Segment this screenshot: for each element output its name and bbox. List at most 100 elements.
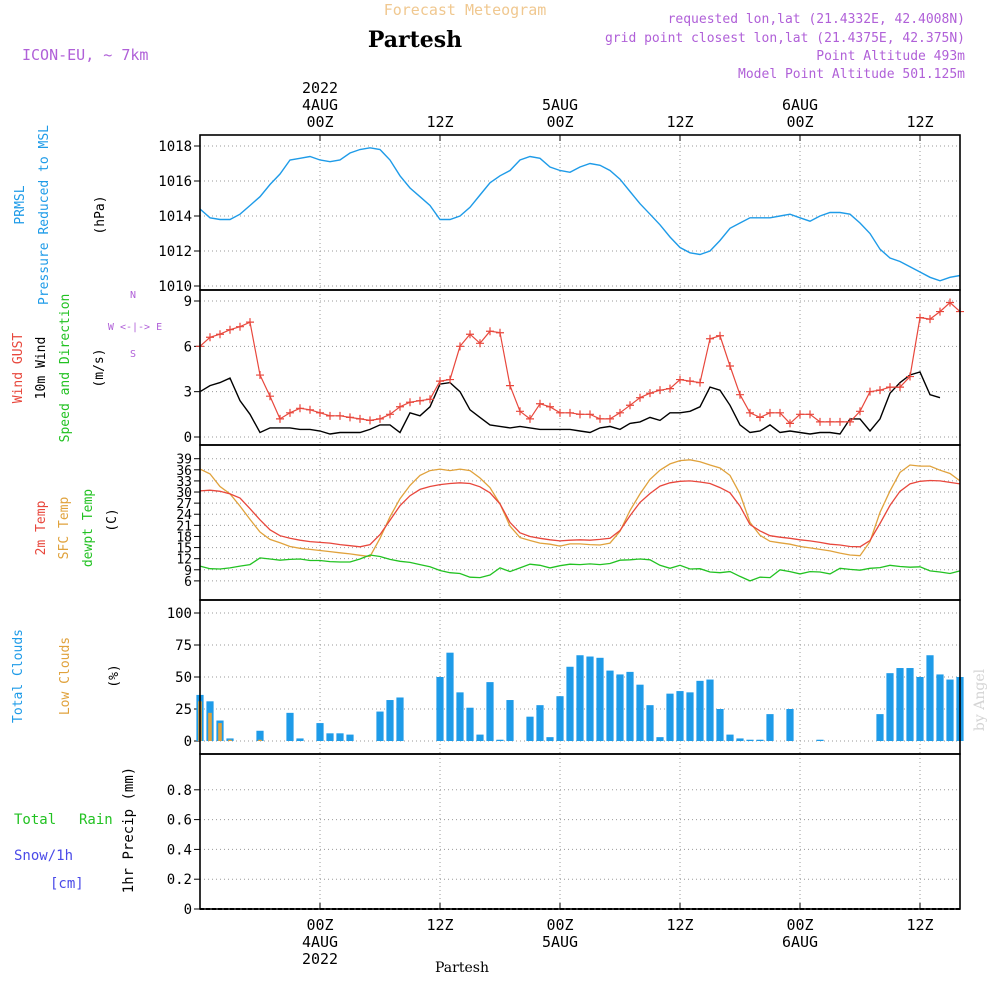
temp-y-tick-label: 39 bbox=[176, 453, 192, 468]
gust-point bbox=[346, 413, 354, 422]
temp2m-series-line bbox=[199, 479, 961, 548]
gust-point bbox=[806, 410, 814, 419]
total-clouds-bar bbox=[526, 716, 534, 741]
low-clouds-bar bbox=[228, 739, 232, 741]
gust-point bbox=[756, 413, 764, 422]
total-clouds-bar bbox=[696, 680, 704, 741]
gust-point bbox=[816, 417, 824, 426]
pressure-y-tick-label: 1018 bbox=[158, 139, 192, 155]
gust-point bbox=[916, 313, 924, 322]
precip-labels: Total Rain Snow/1h [cm] 1hr Precip (mm) bbox=[14, 767, 137, 893]
grid-point-coords: grid point closest lon,lat (21.4375E, 42… bbox=[605, 31, 965, 46]
total-clouds-label: Total Clouds bbox=[11, 629, 26, 723]
gust-point bbox=[646, 389, 654, 398]
clouds-labels: Total Clouds Low Clouds (%) bbox=[11, 629, 122, 723]
gust-point bbox=[906, 372, 914, 381]
top-time-label: 2022 bbox=[302, 79, 338, 97]
total-clouds-bar bbox=[376, 711, 384, 741]
gust-point bbox=[836, 417, 844, 426]
gust-point bbox=[776, 408, 784, 417]
gust-point bbox=[606, 414, 614, 423]
clouds-y-tick-label: 100 bbox=[167, 606, 192, 622]
ms-unit-label: (m/s) bbox=[92, 348, 107, 387]
precip-y-tick-label: 0.2 bbox=[167, 872, 192, 888]
temp2m-label: 2m Temp bbox=[34, 500, 49, 555]
gust-series-line bbox=[199, 301, 961, 425]
low-clouds-bar bbox=[208, 712, 212, 741]
gust-point bbox=[886, 383, 894, 392]
bottom-time-label: 4AUG bbox=[302, 933, 338, 951]
location-title: Partesh bbox=[368, 27, 462, 53]
total-clouds-bar bbox=[566, 666, 574, 741]
prmsl-series-line bbox=[199, 147, 961, 282]
gust-point bbox=[596, 414, 604, 423]
gust-point bbox=[476, 339, 484, 348]
total-clouds-bar bbox=[766, 714, 774, 741]
top-time-label: 4AUG bbox=[302, 96, 338, 114]
total-clouds-bar bbox=[346, 734, 354, 741]
gust-point bbox=[866, 387, 874, 396]
celsius-unit-label: (C) bbox=[105, 508, 120, 531]
gust-point bbox=[926, 315, 934, 324]
pressure-y-tick-label: 1016 bbox=[158, 174, 192, 190]
total-clouds-bar bbox=[906, 668, 914, 741]
precip-frame bbox=[199, 753, 961, 910]
total-clouds-bar bbox=[536, 705, 544, 741]
temp-labels: 2m Temp SFC Temp dewpt Temp (C) bbox=[34, 489, 120, 567]
gust-point bbox=[466, 330, 474, 339]
total-clouds-bar bbox=[466, 707, 474, 741]
gust-point bbox=[946, 298, 954, 307]
gust-point bbox=[396, 402, 404, 411]
total-clouds-bar bbox=[396, 697, 404, 741]
total-clouds-bar bbox=[326, 733, 334, 741]
clouds-y-tick-label: 75 bbox=[175, 638, 192, 654]
gust-point bbox=[236, 322, 244, 331]
total-clouds-bar bbox=[656, 737, 664, 741]
gust-point bbox=[676, 375, 684, 384]
gust-point bbox=[516, 407, 524, 416]
total-clouds-bar bbox=[706, 679, 714, 741]
gust-point bbox=[336, 411, 344, 420]
precip-grid bbox=[319, 754, 921, 909]
precip-axis-label: 1hr Precip (mm) bbox=[121, 767, 137, 893]
gust-point bbox=[316, 408, 324, 417]
total-clouds-bar bbox=[786, 709, 794, 741]
total-clouds-bar bbox=[716, 709, 724, 741]
temp-y-tick-label: 24 bbox=[176, 508, 192, 523]
total-clouds-bar bbox=[636, 684, 644, 741]
gust-point bbox=[436, 377, 444, 386]
gust-point bbox=[736, 390, 744, 399]
total-clouds-bar bbox=[816, 739, 824, 741]
wind-y-tick-label: 0 bbox=[184, 430, 192, 446]
temp-y-tick-label: 6 bbox=[184, 575, 192, 590]
total-clouds-bar bbox=[496, 739, 504, 741]
gust-point bbox=[496, 328, 504, 337]
total-clouds-bar bbox=[946, 679, 954, 741]
top-time-label: 12Z bbox=[426, 113, 453, 131]
cm-unit-label: [cm] bbox=[50, 876, 84, 892]
wind-y-axis: 0 3 6 9 bbox=[184, 294, 960, 446]
gust-point bbox=[446, 375, 454, 384]
gust-point bbox=[616, 408, 624, 417]
pressure-y-axis: 1010 1012 1014 1016 1018 bbox=[158, 139, 960, 295]
total-clouds-bar bbox=[926, 655, 934, 741]
total-clouds-bar bbox=[256, 730, 264, 741]
gust-point bbox=[626, 401, 634, 410]
precip-y-tick-label: 0.8 bbox=[167, 783, 192, 799]
compass-n: N bbox=[130, 290, 136, 301]
wind-10m-label: 10m Wind bbox=[34, 337, 49, 400]
gust-point bbox=[306, 405, 314, 414]
total-clouds-bar bbox=[646, 705, 654, 741]
total-clouds-bar bbox=[456, 692, 464, 741]
total-clouds-bar bbox=[476, 734, 484, 741]
wind-y-tick-label: 3 bbox=[184, 385, 192, 401]
total-clouds-bar bbox=[606, 670, 614, 741]
total-clouds-bar bbox=[896, 668, 904, 741]
footer-location: Partesh bbox=[435, 960, 489, 976]
gust-point bbox=[696, 378, 704, 387]
gust-point bbox=[456, 342, 464, 351]
compass-we: W <-|-> E bbox=[108, 322, 162, 333]
gust-point bbox=[416, 396, 424, 405]
wind-speed-dir-label: Speed and Direction bbox=[58, 294, 73, 443]
